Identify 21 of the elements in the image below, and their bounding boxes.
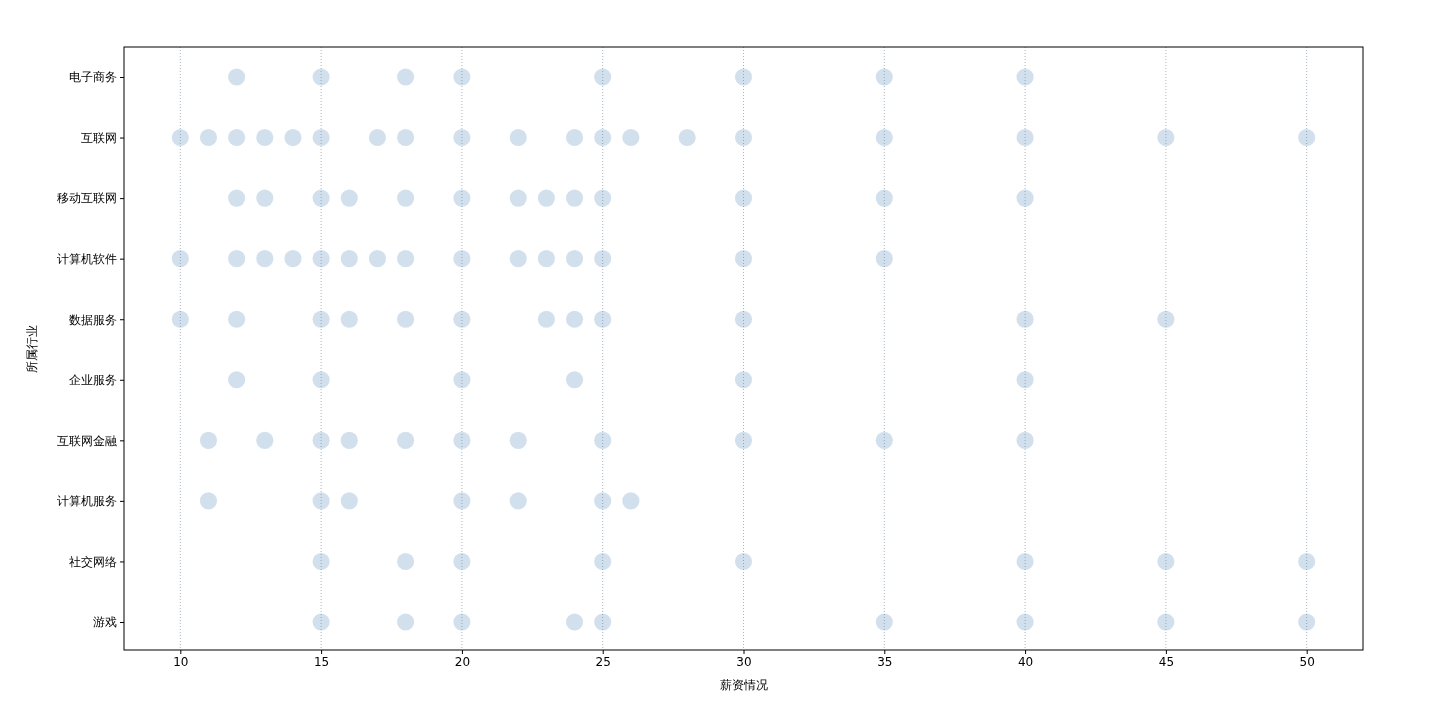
y-tick-label: 计算机服务 — [57, 494, 117, 509]
y-tick-label: 互联网 — [81, 130, 117, 145]
x-tick-label: 20 — [454, 654, 471, 669]
x-tick-label: 45 — [1158, 654, 1175, 669]
y-tick-label: 企业服务 — [69, 373, 117, 388]
y-tick-label: 数据服务 — [69, 312, 117, 327]
y-tick-label: 社交网络 — [69, 554, 117, 569]
x-tick-label: 35 — [877, 654, 893, 669]
x-tick-label: 10 — [173, 654, 189, 669]
x-tick-label: 40 — [1017, 654, 1034, 669]
x-tick-label: 50 — [1299, 654, 1315, 669]
x-tick-label: 15 — [313, 654, 330, 669]
y-tick-label: 计算机软件 — [57, 252, 117, 267]
x-tick-label: 30 — [736, 654, 752, 669]
x-axis-title: 薪资情况 — [719, 678, 768, 692]
y-tick-label: 游戏 — [93, 615, 117, 630]
y-tick-label: 电子商务 — [69, 70, 117, 85]
y-axis-title: 所属行业 — [25, 324, 39, 373]
y-tick-label: 移动互联网 — [57, 191, 117, 206]
x-tick-label: 25 — [595, 654, 611, 669]
y-tick-label: 互联网金融 — [57, 433, 117, 448]
